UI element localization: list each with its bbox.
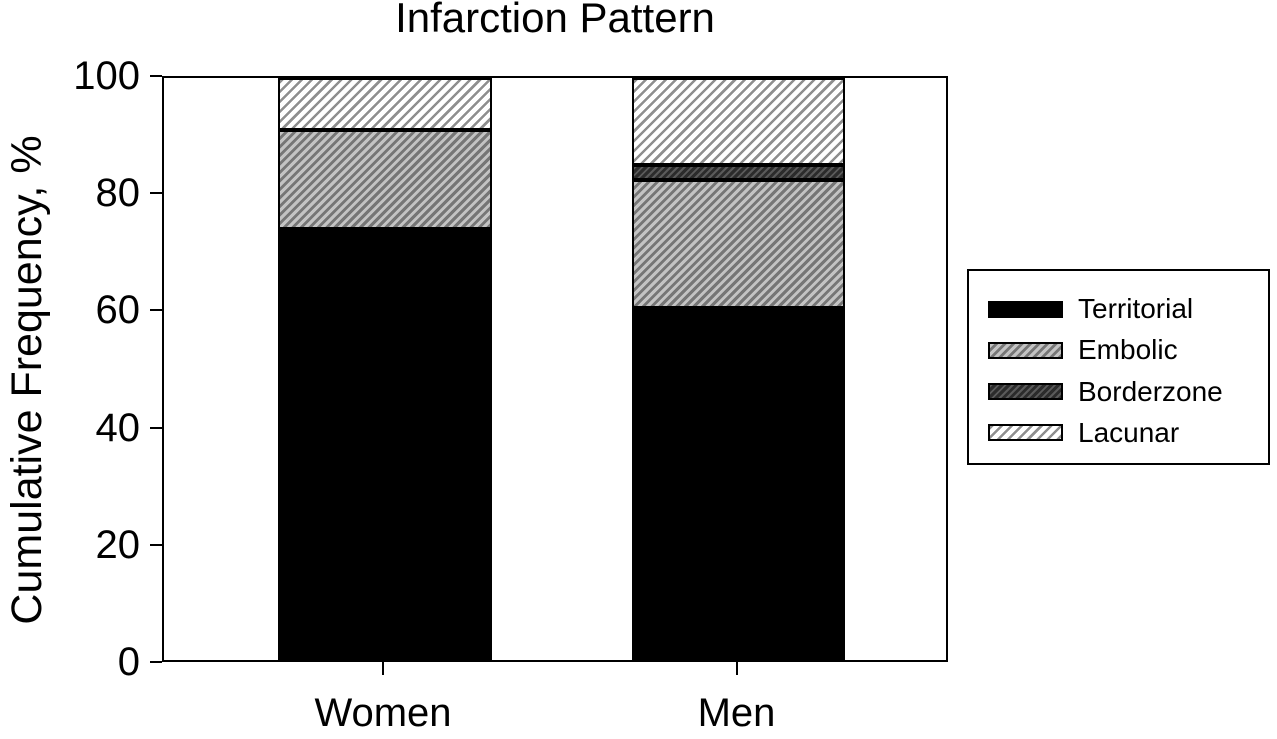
legend-swatch-embolic [988, 341, 1063, 359]
y-tick-label-60: 60 [95, 288, 141, 333]
y-tick-mark-0 [150, 661, 162, 663]
y-tick-label-80: 80 [95, 171, 141, 216]
legend-item-lacunar: Lacunar [988, 416, 1262, 448]
x-category-label-women: Women [314, 691, 452, 735]
y-tick-mark-20 [150, 543, 162, 546]
bar-segment-men-territorial [632, 307, 845, 660]
legend-label-borderzone: Borderzone [1078, 375, 1223, 407]
y-tick-label-100: 100 [73, 54, 140, 98]
legend-box: Territorial Embolic Borderzone Lacunar [967, 269, 1270, 465]
legend-label-territorial: Territorial [1078, 293, 1194, 324]
x-category-label-men: Men [697, 691, 776, 735]
legend-label-lacunar: Lacunar [1078, 416, 1180, 448]
x-tick-mark-women [382, 662, 384, 675]
y-tick-mark-40 [150, 426, 162, 429]
y-tick-label-0: 0 [117, 640, 140, 684]
chart-title: Infarction Pattern [395, 0, 715, 41]
y-tick-mark-80 [150, 192, 162, 195]
legend-swatch-borderzone [988, 383, 1063, 401]
legend-item-borderzone: Borderzone [988, 375, 1262, 407]
bar-segment-women-embolic [278, 130, 492, 230]
bar-segment-men-embolic [632, 179, 845, 308]
legend-label-embolic: Embolic [1078, 334, 1178, 366]
legend-item-territorial: Territorial [988, 293, 1262, 324]
y-tick-mark-100 [150, 75, 162, 77]
y-tick-label-20: 20 [95, 522, 141, 567]
x-tick-mark-men [735, 662, 738, 675]
legend-item-embolic: Embolic [988, 334, 1262, 366]
plot-area [162, 76, 948, 662]
legend-swatch-territorial [988, 300, 1063, 318]
bar-segment-women-lacunar [278, 78, 492, 131]
bar-segment-women-territorial [278, 229, 492, 660]
bar-segment-men-borderzone [632, 165, 845, 180]
bar-segment-men-lacunar [632, 78, 845, 166]
y-tick-mark-60 [150, 309, 162, 312]
legend-swatch-lacunar [988, 424, 1063, 442]
y-tick-label-40: 40 [95, 405, 141, 450]
